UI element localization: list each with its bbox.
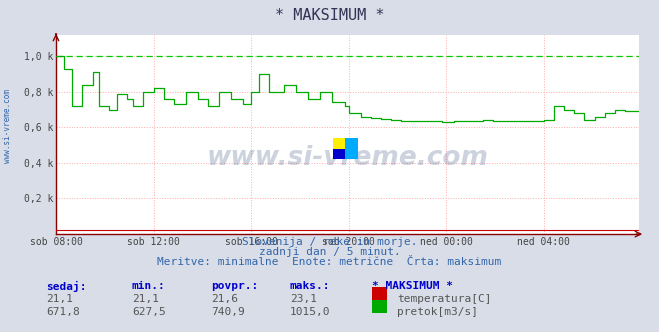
Text: temperatura[C]: temperatura[C] xyxy=(397,294,492,304)
Text: 21,1: 21,1 xyxy=(46,294,73,304)
Text: www.si-vreme.com: www.si-vreme.com xyxy=(207,145,488,171)
Text: min.:: min.: xyxy=(132,281,165,290)
Text: 1015,0: 1015,0 xyxy=(290,307,330,317)
Bar xyxy=(333,138,345,148)
Text: * MAKSIMUM *: * MAKSIMUM * xyxy=(275,8,384,23)
Text: 627,5: 627,5 xyxy=(132,307,165,317)
Text: sedaj:: sedaj: xyxy=(46,281,86,291)
Text: Meritve: minimalne  Enote: metrične  Črta: maksimum: Meritve: minimalne Enote: metrične Črta:… xyxy=(158,257,501,267)
Text: pretok[m3/s]: pretok[m3/s] xyxy=(397,307,478,317)
Text: Slovenija / reke in morje.: Slovenija / reke in morje. xyxy=(242,237,417,247)
Text: povpr.:: povpr.: xyxy=(211,281,258,290)
Text: www.si-vreme.com: www.si-vreme.com xyxy=(3,89,13,163)
Text: 21,1: 21,1 xyxy=(132,294,159,304)
Text: 23,1: 23,1 xyxy=(290,294,317,304)
Text: 671,8: 671,8 xyxy=(46,307,80,317)
Bar xyxy=(345,138,358,148)
Text: maks.:: maks.: xyxy=(290,281,330,290)
Text: 740,9: 740,9 xyxy=(211,307,244,317)
Text: 21,6: 21,6 xyxy=(211,294,238,304)
Bar xyxy=(345,148,358,159)
Text: * MAKSIMUM *: * MAKSIMUM * xyxy=(372,281,453,290)
Text: zadnji dan / 5 minut.: zadnji dan / 5 minut. xyxy=(258,247,401,257)
Bar xyxy=(333,148,345,159)
